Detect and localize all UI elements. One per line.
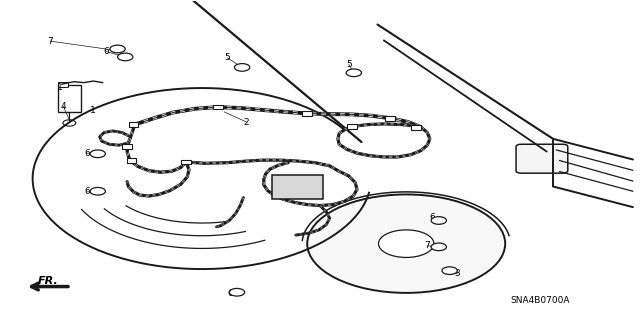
Text: 6: 6 [84,149,90,158]
Circle shape [442,267,458,274]
FancyBboxPatch shape [516,144,568,173]
Circle shape [431,217,447,224]
Bar [213,105,223,109]
Circle shape [229,288,244,296]
Text: 6: 6 [429,213,435,222]
Circle shape [431,243,447,251]
Text: 5: 5 [346,60,351,69]
Text: 7: 7 [424,241,430,250]
Bar [127,158,136,162]
Bar [129,122,138,127]
Text: 4: 4 [60,102,66,111]
Circle shape [63,120,76,126]
Circle shape [346,69,362,77]
Text: SNA4B0700A: SNA4B0700A [511,296,570,305]
Bar [122,145,132,149]
Circle shape [110,45,125,53]
Text: 6: 6 [103,47,109,56]
Bar [58,85,81,112]
Text: 6: 6 [228,289,234,298]
Text: 3: 3 [454,269,460,278]
Bar [58,82,68,87]
Text: 2: 2 [244,117,250,127]
Bar [272,175,323,199]
Bar [347,124,356,129]
Text: 7: 7 [47,37,52,46]
Text: 5: 5 [225,53,230,62]
Circle shape [90,188,106,195]
Bar [385,116,395,121]
Text: 1: 1 [90,106,96,115]
Circle shape [118,53,133,61]
Circle shape [234,63,250,71]
Circle shape [90,150,106,158]
Text: 1: 1 [56,83,62,92]
Bar [303,111,312,116]
Bar [181,160,191,164]
Circle shape [307,195,505,293]
Circle shape [378,230,434,257]
Text: FR.: FR. [38,276,58,286]
Text: 6: 6 [84,187,90,197]
Bar [411,125,420,130]
